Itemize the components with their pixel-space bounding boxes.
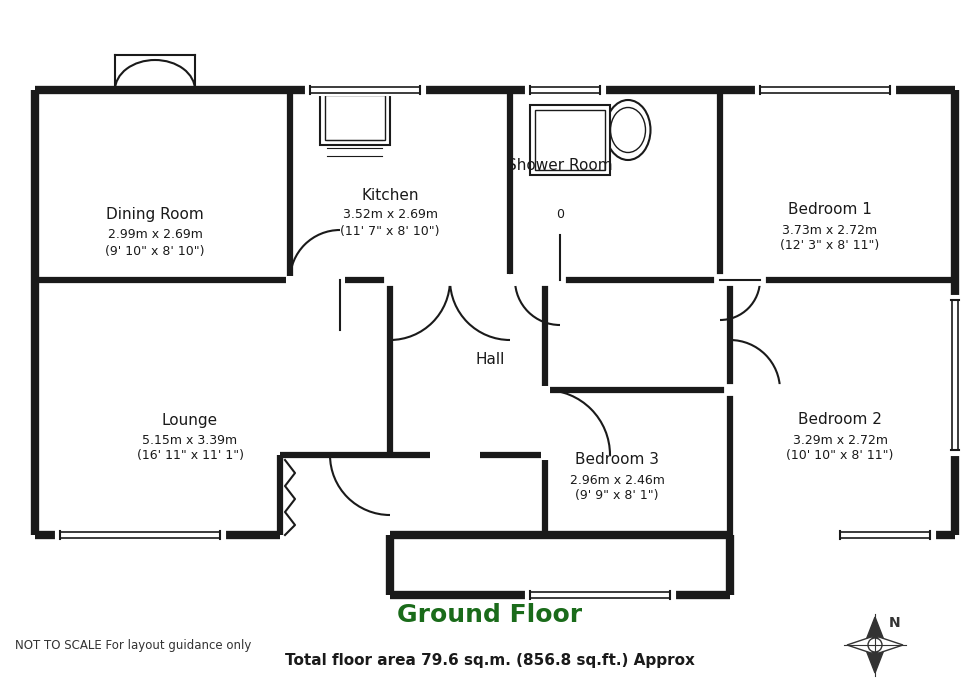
Bar (530, 105, 610, 175)
Text: N: N (889, 615, 901, 629)
Polygon shape (878, 636, 903, 653)
Text: Bedroom 3: Bedroom 3 (575, 452, 659, 468)
Text: Kitchen: Kitchen (362, 188, 418, 202)
Circle shape (868, 638, 882, 652)
Text: Bedroom 2: Bedroom 2 (798, 412, 882, 428)
Text: (9' 9" x 8' 1"): (9' 9" x 8' 1") (575, 489, 659, 503)
Text: Hall: Hall (475, 353, 505, 368)
Text: NOT TO SCALE For layout guidance only: NOT TO SCALE For layout guidance only (15, 638, 252, 652)
Text: 0: 0 (556, 209, 564, 221)
Ellipse shape (611, 108, 646, 153)
Ellipse shape (606, 100, 651, 160)
Text: Bedroom 1: Bedroom 1 (788, 202, 872, 218)
Text: 2.96m x 2.46m: 2.96m x 2.46m (569, 473, 664, 486)
Text: 2.99m x 2.69m: 2.99m x 2.69m (108, 228, 203, 242)
Polygon shape (865, 617, 885, 642)
Bar (535, 110, 605, 170)
Text: Lounge: Lounge (162, 412, 219, 428)
Text: 3.29m x 2.72m: 3.29m x 2.72m (793, 433, 888, 447)
Text: 3.73m x 2.72m: 3.73m x 2.72m (782, 223, 877, 237)
Text: (11' 7" x 8' 10"): (11' 7" x 8' 10") (340, 225, 440, 237)
Bar (325, 95, 385, 140)
Text: Shower Room: Shower Room (508, 158, 612, 172)
Polygon shape (35, 90, 955, 595)
Text: (9' 10" x 8' 10"): (9' 10" x 8' 10") (105, 244, 205, 258)
Text: (16' 11" x 11' 1"): (16' 11" x 11' 1") (136, 449, 243, 463)
Polygon shape (865, 648, 885, 673)
Bar (320, 90, 390, 145)
Text: (12' 3" x 8' 11"): (12' 3" x 8' 11") (780, 239, 880, 253)
Text: Total floor area 79.6 sq.m. (856.8 sq.ft.) Approx: Total floor area 79.6 sq.m. (856.8 sq.ft… (285, 652, 695, 668)
Text: 3.52m x 2.69m: 3.52m x 2.69m (342, 209, 437, 221)
Text: (10' 10" x 8' 11"): (10' 10" x 8' 11") (786, 449, 894, 463)
Text: 5.15m x 3.39m: 5.15m x 3.39m (142, 433, 237, 447)
Text: Ground Floor: Ground Floor (398, 603, 582, 627)
Polygon shape (847, 636, 872, 653)
Text: Dining Room: Dining Room (106, 207, 204, 223)
